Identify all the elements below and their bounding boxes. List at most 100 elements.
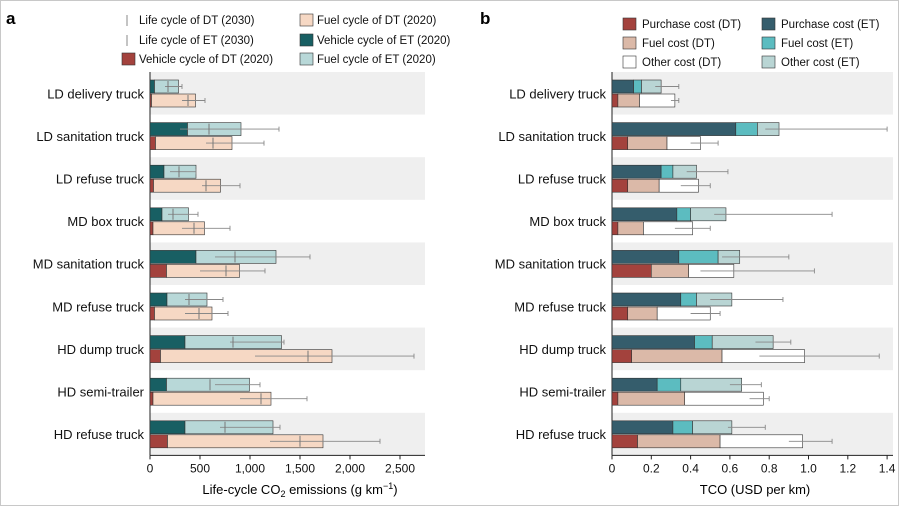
dt-purchase-cost-bar xyxy=(611,136,629,150)
panel-a-xlabel-sup: −1 xyxy=(383,481,393,491)
category-label: MD sanitation truck xyxy=(33,257,145,272)
chart-layer: 0 500 1,000 1,500 2,000 2,500 LD delivery truc… xyxy=(33,13,896,475)
legend-label: Life cycle of ET (2030) xyxy=(139,35,254,47)
dt-purchase-cost-bar xyxy=(611,349,632,363)
legend-swatch xyxy=(622,55,637,69)
et-purchase-cost-bar xyxy=(611,335,695,349)
et-vehicle-cycle-bar xyxy=(149,420,186,435)
row-stripe xyxy=(612,242,893,285)
row-stripe xyxy=(150,242,425,285)
dt-fuel-cost-bar xyxy=(637,434,721,449)
dt-fuel-cost-bar xyxy=(627,306,658,321)
x-tick-label: 500 xyxy=(190,461,210,475)
dt-fuel-cost-bar xyxy=(651,264,689,278)
category-label: HD refuse truck xyxy=(516,427,607,442)
et-vehicle-cycle-bar xyxy=(149,250,197,264)
dt-vehicle-cycle-bar xyxy=(149,221,154,236)
dt-purchase-cost-bar xyxy=(611,264,652,278)
panel-a-xlabel-sub: 2 xyxy=(280,489,285,499)
dt-purchase-cost-bar xyxy=(611,221,619,236)
x-tick-label: 1,500 xyxy=(285,461,315,475)
category-label: MD refuse truck xyxy=(514,299,606,314)
category-label: HD dump truck xyxy=(57,342,144,357)
dt-vehicle-cycle-bar xyxy=(149,349,161,363)
legend-swatch xyxy=(622,17,637,31)
dt-vehicle-cycle-bar xyxy=(149,264,167,278)
legend-label: Fuel cycle of ET (2020) xyxy=(317,54,436,66)
et-purchase-cost-bar xyxy=(611,420,674,435)
category-label: LD refuse truck xyxy=(518,172,607,187)
legend-swatch xyxy=(121,52,136,66)
legend-label: Vehicle cycle of DT (2020) xyxy=(139,54,273,66)
panel-b-label: b xyxy=(480,9,490,28)
panel-b-xlabel: TCO (USD per km) xyxy=(700,482,811,497)
category-label: LD delivery truck xyxy=(47,86,144,101)
legend-swatch xyxy=(761,55,776,69)
x-tick-label: 0.6 xyxy=(722,461,739,475)
category-label: MD box truck xyxy=(529,214,606,229)
dt-vehicle-cycle-bar xyxy=(149,434,168,449)
et-purchase-cost-bar xyxy=(611,122,737,136)
et-purchase-cost-bar xyxy=(611,207,678,222)
et-other-cost-bar xyxy=(692,420,733,435)
row-stripe xyxy=(612,327,893,371)
category-label: HD semi-trailer xyxy=(519,385,606,400)
legend-swatch xyxy=(761,17,776,31)
et-purchase-cost-bar xyxy=(611,250,680,264)
category-label: LD sanitation truck xyxy=(36,129,144,144)
category-label: LD delivery truck xyxy=(509,86,606,101)
dt-vehicle-cycle-bar xyxy=(149,178,154,193)
category-label: MD refuse truck xyxy=(52,299,144,314)
dt-fuel-cost-bar xyxy=(617,93,640,108)
dt-purchase-cost-bar xyxy=(611,434,638,449)
dt-fuel-cost-bar xyxy=(627,178,660,193)
legend-swatch xyxy=(299,52,314,66)
x-tick-label: 0.4 xyxy=(682,461,699,475)
panel-a-xlabel: Life-cycle CO2 emissions (g km−1) xyxy=(202,481,397,499)
category-label: HD refuse truck xyxy=(54,427,145,442)
et-vehicle-cycle-bar xyxy=(149,164,165,179)
et-purchase-cost-bar xyxy=(611,377,658,392)
dt-purchase-cost-bar xyxy=(611,178,629,193)
et-fuel-cost-bar xyxy=(735,122,758,136)
category-label: MD sanitation truck xyxy=(495,257,607,272)
x-tick-label: 2,500 xyxy=(385,461,415,475)
panel-a-xlabel-main: Life-cycle CO xyxy=(202,482,280,497)
et-fuel-cost-bar xyxy=(633,79,642,94)
panel-a-label: a xyxy=(6,9,16,28)
legend-label: Vehicle cycle of ET (2020) xyxy=(317,35,451,47)
row-stripe xyxy=(612,157,893,200)
et-purchase-cost-bar xyxy=(611,79,634,94)
legend-swatch xyxy=(299,13,314,27)
et-fuel-cost-bar xyxy=(678,250,719,264)
et-fuel-cost-bar xyxy=(656,377,682,392)
dt-purchase-cost-bar xyxy=(611,306,629,321)
x-tick-label: 1.0 xyxy=(800,461,817,475)
dt-vehicle-cycle-bar xyxy=(149,306,155,321)
et-fuel-cost-bar xyxy=(660,164,674,179)
legend-label: Purchase cost (ET) xyxy=(781,19,880,31)
x-tick-label: 1.2 xyxy=(839,461,856,475)
x-tick-label: 0 xyxy=(147,461,154,475)
category-label: HD dump truck xyxy=(519,342,606,357)
x-tick-label: 0.8 xyxy=(761,461,778,475)
panel-a-xlabel-end: ) xyxy=(393,482,397,497)
et-vehicle-cycle-bar xyxy=(149,335,186,349)
category-label: LD sanitation truck xyxy=(498,129,606,144)
dt-fuel-cost-bar xyxy=(617,221,644,236)
row-stripe xyxy=(150,157,425,200)
legend-label: Purchase cost (DT) xyxy=(642,19,741,31)
et-fuel-cost-bar xyxy=(680,292,697,307)
et-vehicle-cycle-bar xyxy=(149,79,155,94)
dt-purchase-cost-bar xyxy=(611,391,619,406)
row-stripe xyxy=(150,72,425,115)
category-label: LD refuse truck xyxy=(56,172,145,187)
legend-label: Other cost (ET) xyxy=(781,57,860,69)
dt-fuel-cost-bar xyxy=(617,391,686,406)
legend-label: Life cycle of DT (2030) xyxy=(139,15,255,27)
x-tick-label: 0 xyxy=(609,461,616,475)
legend-swatch xyxy=(299,33,314,47)
dt-fuel-cost-bar xyxy=(631,349,723,363)
x-tick-label: 1.4 xyxy=(879,461,896,475)
